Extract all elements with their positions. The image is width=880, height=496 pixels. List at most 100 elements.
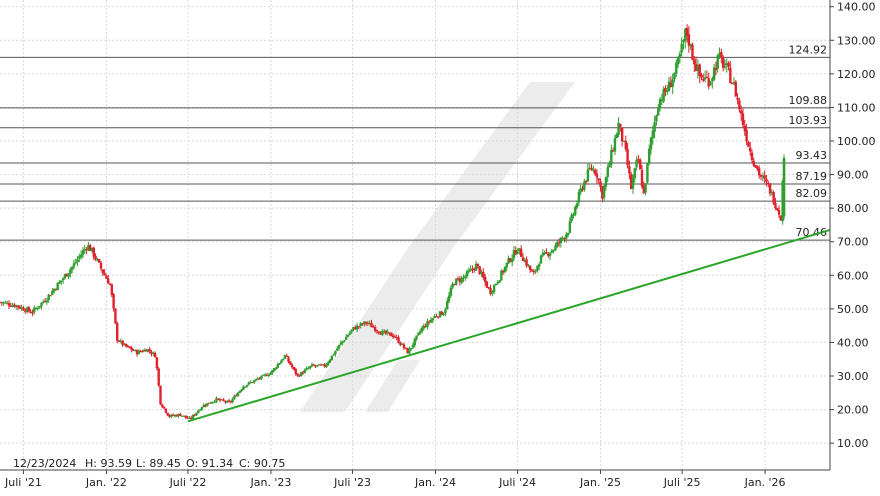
candle-body [395, 337, 398, 339]
candle-body [547, 253, 550, 256]
candle-body [464, 276, 467, 278]
info-open: O: 91.34 [186, 457, 233, 470]
candle-body [476, 263, 480, 266]
candle-body [164, 408, 168, 413]
y-tick-label: 60.00 [837, 269, 869, 282]
candle-body [532, 271, 535, 273]
candle-body [67, 273, 70, 277]
candle-body [507, 257, 510, 264]
level-label: 70.46 [796, 226, 828, 239]
candle-body [58, 281, 61, 284]
candle-body [543, 252, 546, 255]
candle-body [673, 72, 676, 80]
candle-body [128, 346, 132, 349]
candle-body [460, 277, 463, 283]
candle-body [399, 342, 402, 345]
candle-body [97, 259, 101, 263]
candle-body [150, 352, 153, 354]
x-tick-label: Jan. '24 [414, 476, 456, 489]
y-tick-label: 40.00 [837, 336, 869, 349]
candle-body [418, 331, 422, 333]
candle-body [509, 258, 512, 262]
candle-body [666, 90, 669, 92]
candle-body [345, 336, 348, 340]
candle-body [31, 312, 34, 314]
candle-body [491, 291, 494, 294]
candle-body [482, 271, 485, 278]
candle-body [130, 347, 133, 351]
y-tick-label: 10.00 [837, 437, 869, 450]
candle-body [620, 127, 624, 142]
candle-body [363, 321, 366, 325]
candle-body [354, 327, 357, 330]
candle-body [227, 400, 231, 402]
candle-body [593, 170, 597, 175]
info-date: 12/23/2024 [13, 457, 76, 470]
candle-body [116, 323, 119, 341]
candle-body [523, 260, 526, 262]
candle-body [781, 180, 784, 222]
y-tick-label: 90.00 [837, 169, 869, 182]
candle-body [756, 166, 759, 170]
candle-body [70, 266, 74, 270]
candle-body [539, 255, 543, 264]
candle-body [368, 322, 371, 324]
candle-body [572, 214, 575, 216]
candle-body [433, 315, 436, 318]
candle-body [758, 168, 761, 176]
candle-body [314, 365, 317, 367]
candle-body [510, 258, 514, 263]
candle-body [260, 375, 263, 379]
candle-body [563, 238, 566, 240]
candle-body [642, 185, 646, 194]
candle-body [473, 268, 476, 271]
candle-body [303, 369, 306, 374]
candle-body [640, 170, 644, 187]
candle-body [107, 278, 110, 284]
candle-body [702, 79, 705, 81]
candle-body [568, 221, 572, 233]
candle-body [619, 123, 622, 127]
candle-body [141, 351, 144, 353]
candle-body [207, 402, 211, 404]
candle-body [584, 180, 588, 182]
candle-body [613, 138, 617, 152]
candle-body [117, 340, 121, 342]
candle-body [40, 302, 43, 307]
candle-body [682, 39, 685, 43]
candle-body [649, 137, 653, 150]
candle-body [483, 276, 487, 282]
candle-body [471, 268, 474, 270]
candle-body [157, 368, 160, 386]
candle-body [191, 414, 195, 419]
candle-body [767, 182, 770, 185]
candle-body [404, 347, 407, 349]
candle-body [87, 245, 90, 251]
level-label: 124.92 [789, 43, 828, 56]
candle-body [334, 351, 337, 355]
candle-body [213, 401, 216, 403]
candle-body [455, 278, 458, 285]
candle-body [301, 372, 305, 374]
candle-body [534, 270, 537, 272]
candle-body [38, 306, 41, 308]
candle-body [63, 274, 67, 279]
candle-body [617, 122, 620, 135]
candle-body [379, 333, 382, 335]
candle-body [247, 382, 251, 385]
candle-body [626, 148, 629, 166]
candle-body [99, 262, 103, 269]
candle-body [693, 59, 696, 65]
candle-body [357, 326, 361, 328]
y-tick-label: 50.00 [837, 303, 869, 316]
candle-body [307, 367, 310, 369]
candle-body [390, 332, 393, 337]
candle-body [366, 322, 370, 324]
candle-body [658, 98, 662, 109]
candle-body [166, 412, 169, 416]
candle-body [233, 395, 236, 399]
candle-body [317, 364, 321, 366]
candle-body [27, 307, 31, 312]
candle-body [738, 100, 741, 110]
